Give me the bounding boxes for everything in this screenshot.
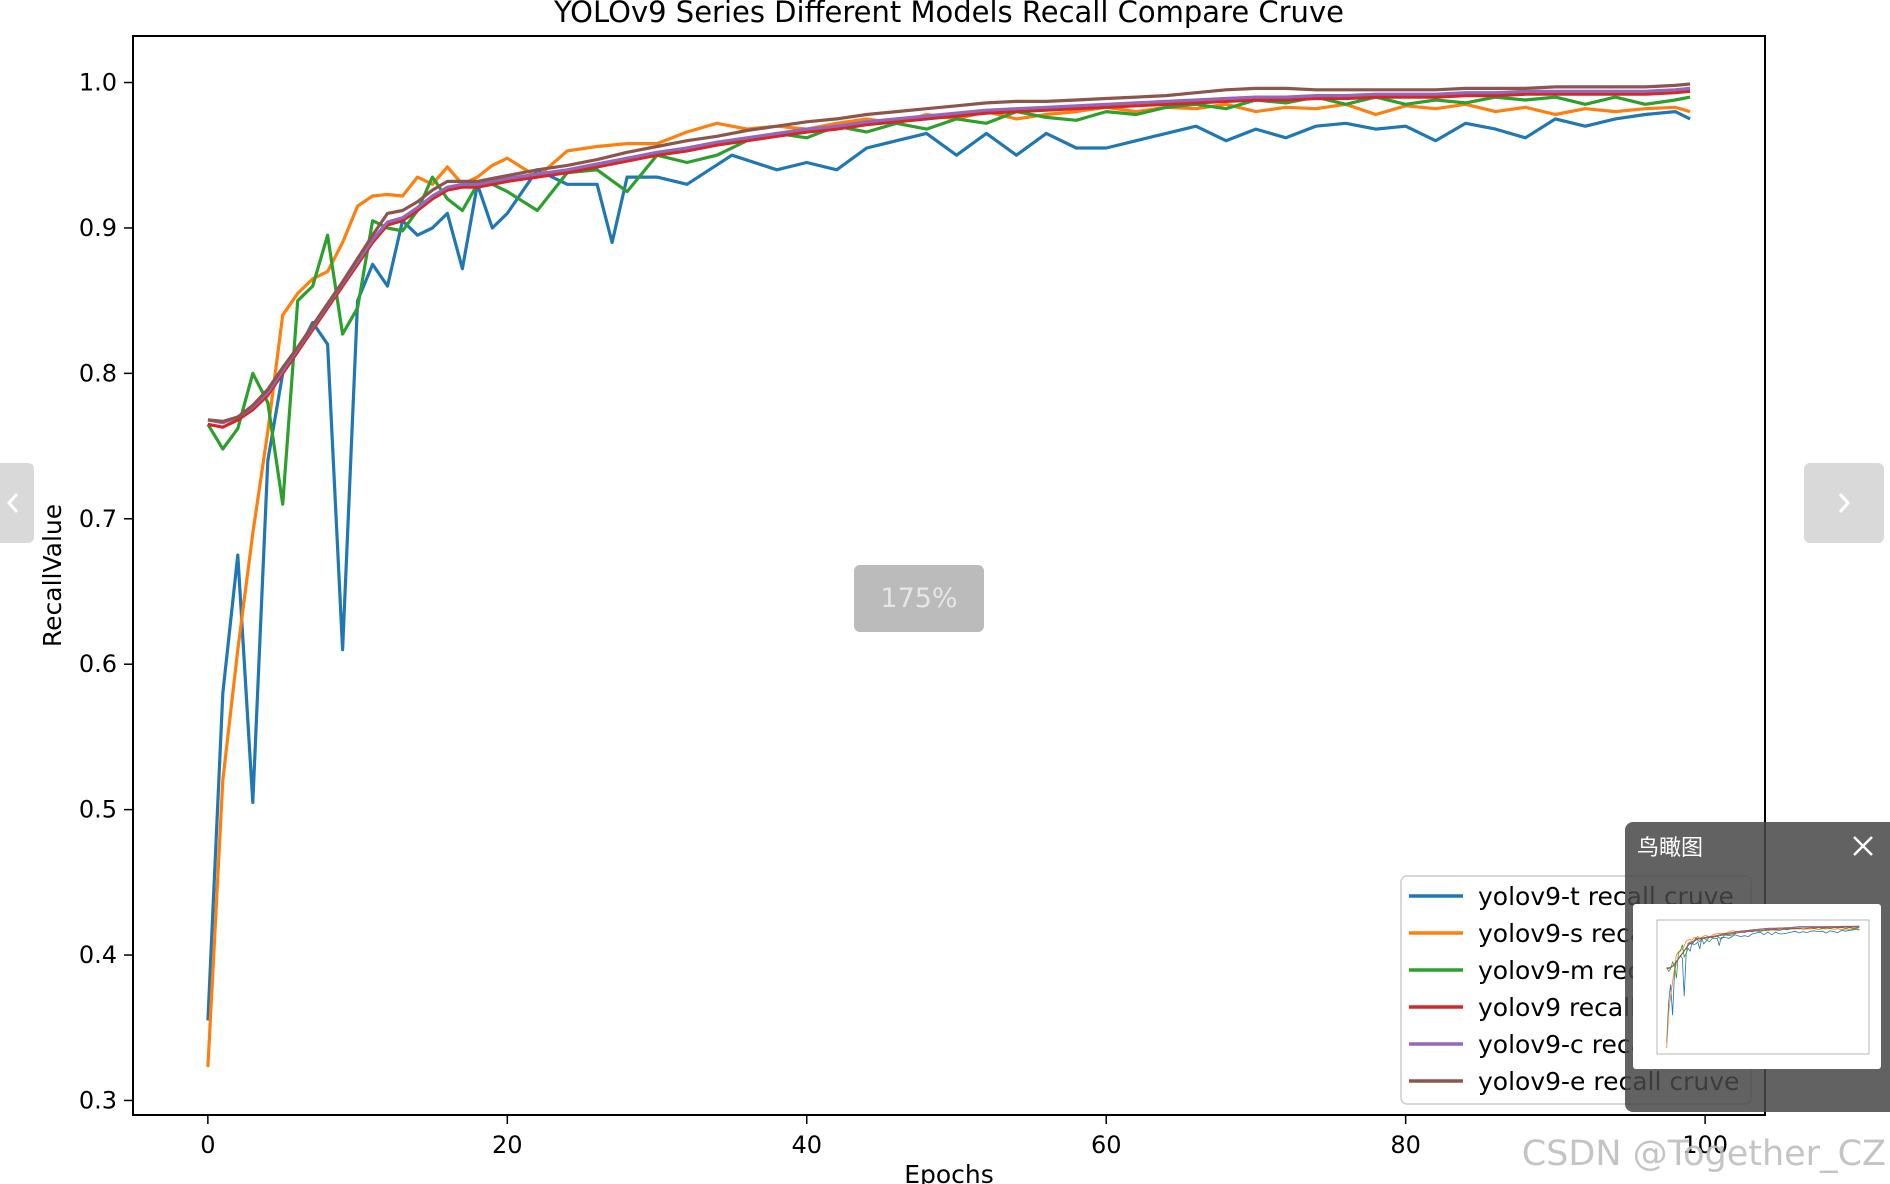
zoom-level-badge: 175% <box>854 565 984 632</box>
birdseye-title: 鸟瞰图 <box>1637 836 1704 861</box>
chevron-right-icon <box>1838 493 1851 513</box>
birdseye-panel: 鸟瞰图 <box>1625 822 1890 1112</box>
birdseye-thumbnail[interactable] <box>1633 904 1881 1069</box>
close-icon[interactable] <box>1850 833 1876 859</box>
y-tick-label: 0.7 <box>79 505 117 533</box>
series-line-6 <box>207 82 1691 423</box>
x-tick-label: 40 <box>791 1131 822 1159</box>
y-tick-label: 0.6 <box>79 650 117 678</box>
thumb-frame <box>1656 919 1870 1055</box>
x-tick-label: 60 <box>1091 1131 1122 1159</box>
thumb-series-5 <box>1666 926 1860 969</box>
x-tick-label: 20 <box>492 1131 523 1159</box>
x-tick-label: 0 <box>200 1131 215 1159</box>
thumb-series-3 <box>1666 927 1860 979</box>
y-tick-label: 0.8 <box>79 359 117 387</box>
x-tick-label: 80 <box>1390 1131 1421 1159</box>
thumb-series-6 <box>1666 925 1860 969</box>
y-tick-label: 0.5 <box>79 796 117 824</box>
x-tick-label: 100 <box>1682 1131 1728 1159</box>
previous-image-button[interactable] <box>0 463 34 543</box>
chevron-left-icon <box>6 493 19 513</box>
y-tick-label: 1.0 <box>79 69 117 97</box>
thumb-series-4 <box>1666 926 1860 970</box>
y-axis-label: RecallValue <box>38 504 67 647</box>
birdseye-header: 鸟瞰图 <box>1625 822 1890 870</box>
series-line-3 <box>206 95 1691 506</box>
x-axis-label: Epochs <box>904 1160 994 1184</box>
thumb-series-2 <box>1666 928 1860 1049</box>
chart-title: YOLOv9 Series Different Models Recall Co… <box>553 0 1344 29</box>
y-tick-label: 0.3 <box>79 1086 117 1114</box>
plot-frame <box>132 35 1766 1116</box>
series-line-4 <box>207 89 1691 429</box>
thumb-series-1 <box>1666 928 1860 1043</box>
series-line-5 <box>207 86 1691 425</box>
y-tick-label: 0.4 <box>79 941 117 969</box>
watermark: CSDN @Together_CZ <box>1521 1134 1886 1174</box>
next-image-button[interactable] <box>1804 463 1884 543</box>
y-tick-label: 0.9 <box>79 214 117 242</box>
